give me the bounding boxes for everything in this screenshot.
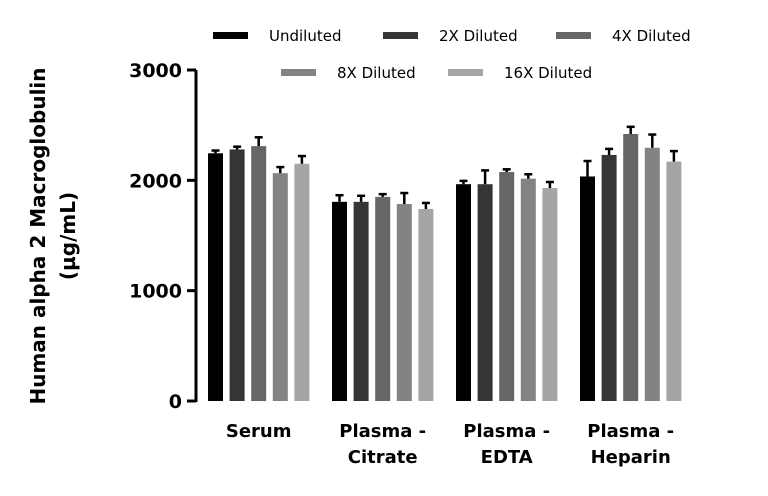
bar-16x-diluted [666,161,682,401]
bar-8x-diluted [272,173,288,401]
x-category-label: EDTA [481,447,533,468]
x-category-label: Citrate [348,447,418,468]
bar-16x-diluted [418,209,434,401]
bar-undiluted [208,153,223,401]
y-tick-label: 2000 [129,170,182,192]
bar-8x-diluted [644,147,660,401]
bar-4x-diluted [375,196,391,401]
legend-swatch [556,32,591,39]
legend-label: 8X Diluted [337,64,416,82]
y-tick-label: 1000 [129,281,182,303]
legend-swatch [281,69,316,76]
bar-16x-diluted [542,188,558,401]
legend-label: 4X Diluted [612,27,691,45]
y-axis-label-group: Human alpha 2 Macroglobulin (µg/mL) [26,67,80,404]
legend-label: 2X Diluted [439,27,518,45]
bar-2x-diluted [229,149,245,401]
y-tick-label: 3000 [129,60,182,82]
x-category-label: Heparin [591,447,671,468]
legend-label: 16X Diluted [504,64,592,82]
y-axis-label-line1: Human alpha 2 Macroglobulin [26,67,50,404]
bar-4x-diluted [499,172,515,401]
bar-undiluted [580,176,595,401]
x-category-label: Plasma - [339,421,426,442]
x-category-label: Serum [226,421,292,442]
legend-label: Undiluted [269,27,341,45]
legend-swatch [383,32,418,39]
y-tick-label: 0 [169,391,182,413]
bar-2x-diluted [477,184,493,401]
bar-2x-diluted [353,201,369,401]
bar-undiluted [456,184,471,401]
legend-swatch [213,32,248,39]
bar-undiluted [332,201,347,401]
bar-8x-diluted [520,178,536,401]
bar-4x-diluted [623,133,639,401]
legend-swatch [448,69,483,76]
x-category-label: Plasma - [463,421,550,442]
y-axis-label-line2: (µg/mL) [56,192,80,280]
bar-8x-diluted [396,204,412,401]
bar-2x-diluted [601,154,617,401]
x-category-label: Plasma - [587,421,674,442]
bar-4x-diluted [251,146,267,401]
bar-16x-diluted [294,163,310,401]
